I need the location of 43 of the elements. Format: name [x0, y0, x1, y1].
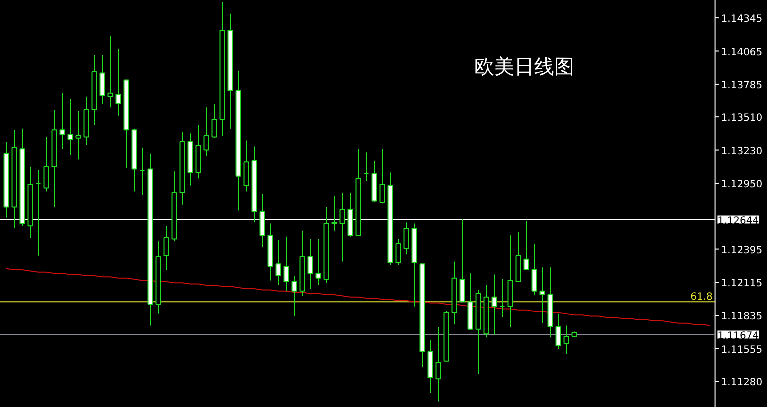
- candlestick: [116, 48, 122, 116]
- candlestick: [332, 196, 338, 232]
- y-tick-label: 1.14345: [721, 14, 763, 26]
- y-tick-label: 1.13230: [721, 146, 763, 158]
- y-tick-label: 1.11280: [721, 378, 763, 389]
- candlestick: [60, 92, 66, 150]
- y-tick-label: 1.13785: [721, 80, 763, 92]
- candlestick: [404, 222, 410, 256]
- candlestick: [564, 325, 570, 355]
- annotation: 61.8: [690, 292, 713, 304]
- y-tick-label: 1.12395: [721, 245, 763, 256]
- candlestick: [212, 104, 218, 139]
- candlestick: [284, 236, 290, 292]
- candlestick: [492, 274, 498, 336]
- candlestick: [76, 110, 82, 160]
- candlestick: [44, 136, 50, 192]
- ref-line-label: 1.12644: [718, 216, 760, 227]
- y-tick-label: 1.12950: [721, 179, 763, 190]
- candlestick: [108, 36, 114, 108]
- candlestick: [436, 326, 442, 402]
- candlestick: [292, 275, 298, 317]
- y-tick-label: 1.11555: [721, 344, 763, 356]
- candlestick: [556, 313, 562, 350]
- candlestick: [316, 238, 322, 286]
- y-tick-label: 1.13510: [721, 113, 763, 124]
- candlestick: [68, 98, 74, 156]
- candlestick: [164, 226, 170, 271]
- candlestick: [276, 240, 282, 286]
- candlestick: [244, 140, 250, 192]
- y-tick-label: 1.14065: [721, 47, 763, 58]
- candlestick: [204, 107, 210, 157]
- candlestick: [100, 54, 106, 105]
- candlestick: [540, 267, 546, 324]
- candlestick: [532, 243, 538, 296]
- line-series: [6, 268, 711, 326]
- candlestick: [308, 238, 314, 290]
- candlestick: [396, 238, 402, 266]
- candlestick: [340, 192, 346, 262]
- y-tick-label: 1.11835: [721, 312, 763, 323]
- y-tick-label: 1.12115: [721, 278, 763, 290]
- text: 欧美日线图: [474, 54, 574, 78]
- ref-line-label: 1.11674: [718, 330, 760, 342]
- candlestick: [380, 148, 386, 204]
